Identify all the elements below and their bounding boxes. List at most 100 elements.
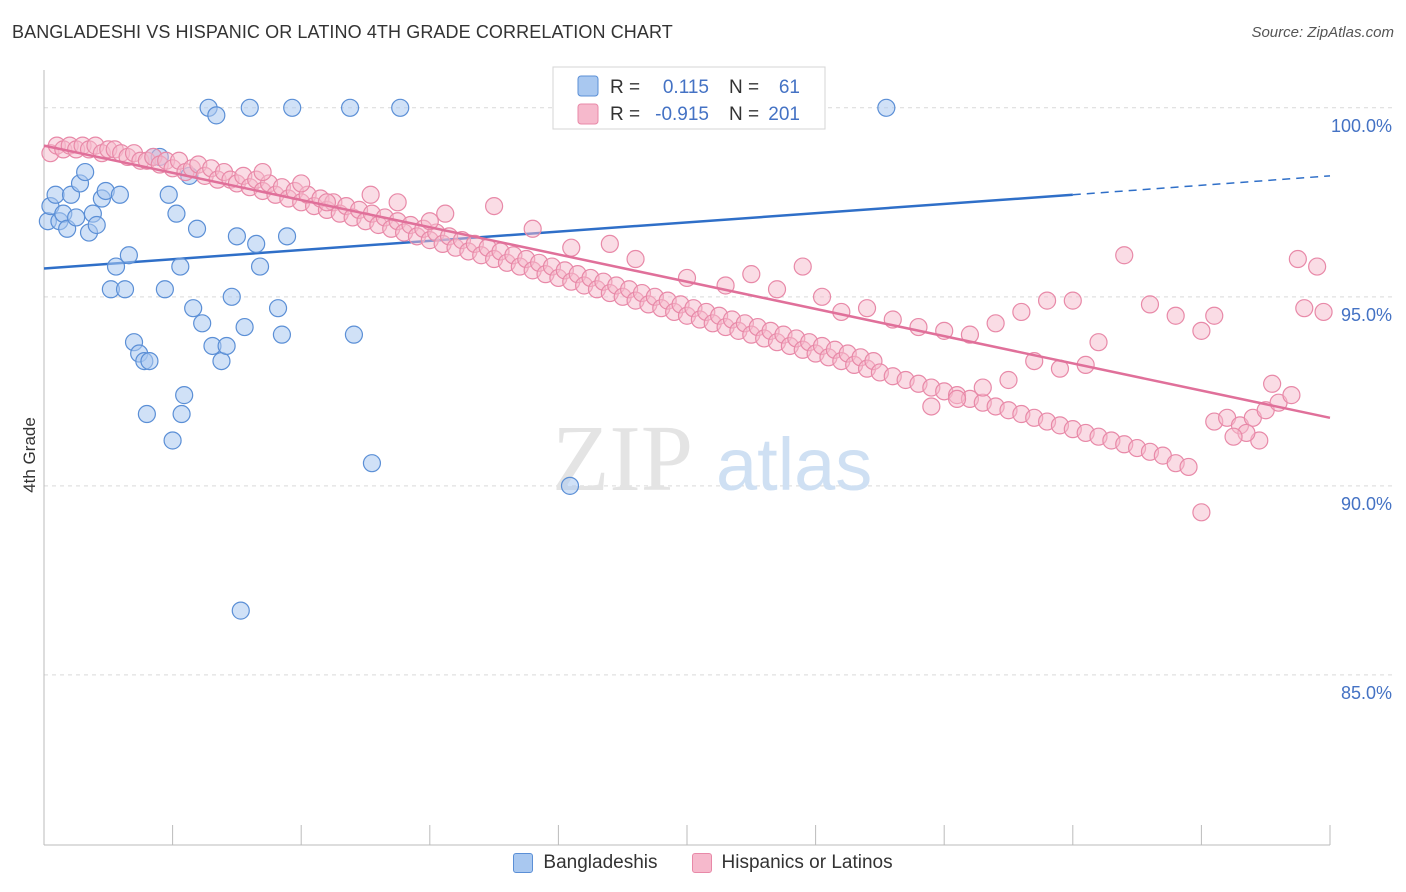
point-bangladeshi xyxy=(277,227,297,246)
point-hispanic xyxy=(1314,302,1333,322)
legend-swatch-hispanics xyxy=(691,853,712,873)
legend-item-bangladeshis: Bangladeshis xyxy=(513,852,658,874)
point-bangladeshi xyxy=(212,351,231,371)
point-bangladeshi xyxy=(362,454,382,473)
point-bangladeshi xyxy=(231,601,250,620)
point-hispanic xyxy=(922,397,941,416)
legend-n-label-1: N = xyxy=(729,77,759,98)
y-tick-labels: 85.0% 90.0% 95.0% 100.0% xyxy=(1331,116,1392,703)
point-bangladeshi xyxy=(115,280,135,299)
y-tick-label: 90.0% xyxy=(1341,494,1392,514)
trend-solid-pink xyxy=(43,144,1331,420)
point-bangladeshi xyxy=(187,219,207,238)
point-hispanic xyxy=(253,162,272,182)
point-hispanic xyxy=(1263,374,1282,393)
point-bangladeshi xyxy=(172,404,191,424)
point-bangladeshi xyxy=(119,246,138,265)
point-hispanic xyxy=(292,174,311,193)
legend-r-value-1: 0.115 xyxy=(663,77,709,98)
point-bangladeshi xyxy=(340,98,360,117)
point-bangladeshi xyxy=(272,325,292,344)
points-bangladeshis xyxy=(38,98,896,620)
legend-label-bangladeshis: Bangladeshis xyxy=(543,852,658,873)
point-bangladeshi xyxy=(207,106,226,125)
point-bangladeshi xyxy=(110,185,129,204)
stats-legend: R = 0.115 N = 61 R = -0.915 N = 201 xyxy=(552,66,826,130)
point-hispanic xyxy=(1012,302,1031,322)
point-hispanic xyxy=(388,193,407,212)
chart-source: Source: ZipAtlas.com xyxy=(1251,24,1394,41)
trend-solid-blue xyxy=(43,193,1073,270)
legend-r-label-1: R = xyxy=(610,77,640,98)
point-hispanic xyxy=(1166,306,1185,325)
point-hispanic xyxy=(436,204,455,223)
legend-n-value-2: 201 xyxy=(768,104,800,125)
point-bangladeshi xyxy=(106,257,126,276)
point-bangladeshi xyxy=(240,98,259,117)
point-bangladeshi xyxy=(344,325,364,344)
point-bangladeshi xyxy=(235,317,254,337)
watermark-atlas: atlas xyxy=(716,423,872,506)
point-hispanic xyxy=(742,265,761,284)
watermark: ZIP atlas xyxy=(552,407,872,511)
point-hispanic xyxy=(562,238,581,257)
point-bangladeshi xyxy=(76,162,95,182)
trend-dashed-blue xyxy=(1072,175,1331,196)
point-bangladeshi xyxy=(227,227,246,246)
legend-r-value-2: -0.915 xyxy=(655,104,709,125)
point-bangladeshi xyxy=(67,208,86,227)
point-bangladeshi xyxy=(137,404,156,424)
point-hispanic xyxy=(973,378,992,397)
point-hispanic xyxy=(1192,503,1211,522)
point-hispanic xyxy=(523,219,542,238)
chart-title: BANGLADESHI VS HISPANIC OR LATINO 4TH GR… xyxy=(12,22,673,42)
y-axis-title: 4th Grade xyxy=(20,417,39,493)
point-hispanic xyxy=(986,314,1005,333)
y-tick-label: 95.0% xyxy=(1341,305,1392,325)
point-hispanic xyxy=(1282,386,1301,405)
points-hispanics xyxy=(41,136,1333,522)
legend-label-hispanics: Hispanics or Latinos xyxy=(721,852,893,873)
point-hispanic xyxy=(947,389,967,409)
point-hispanic xyxy=(999,370,1018,390)
point-bangladeshi xyxy=(391,98,410,117)
y-tick-label: 85.0% xyxy=(1341,683,1392,703)
point-hispanic xyxy=(485,196,504,216)
point-hispanic xyxy=(361,185,380,204)
legend-swatch-pink xyxy=(577,103,599,125)
point-hispanic xyxy=(793,257,812,276)
point-hispanic xyxy=(1224,427,1243,446)
point-bangladeshi xyxy=(171,257,190,276)
point-bangladeshi xyxy=(247,234,266,254)
point-hispanic xyxy=(600,234,619,254)
point-bangladeshi xyxy=(46,185,65,204)
point-hispanic xyxy=(1037,291,1057,310)
legend-swatch-bangladeshis xyxy=(513,853,534,873)
scatter-chart: ZIP atlas 85.0%90.0%95.0%100.0% 0.0%100.… xyxy=(20,66,1392,846)
point-bangladeshi xyxy=(184,299,203,318)
point-hispanic xyxy=(1179,457,1198,477)
legend-item-hispanics: Hispanics or Latinos xyxy=(691,852,893,874)
point-bangladeshi xyxy=(140,351,159,371)
point-bangladeshi xyxy=(155,280,174,299)
point-hispanic xyxy=(1288,249,1307,269)
point-bangladeshi xyxy=(193,314,212,333)
point-hispanic xyxy=(1192,321,1211,340)
point-hispanic xyxy=(960,325,980,344)
legend-n-label-2: N = xyxy=(729,104,759,125)
legend-n-value-1: 61 xyxy=(779,77,800,98)
point-hispanic xyxy=(626,249,645,269)
point-bangladeshi xyxy=(222,287,241,306)
point-hispanic xyxy=(1295,299,1314,318)
point-hispanic xyxy=(1205,306,1224,325)
point-hispanic xyxy=(857,299,877,318)
point-hispanic xyxy=(767,280,787,299)
point-bangladeshi xyxy=(167,204,186,223)
trend-line-hispanics xyxy=(43,144,1331,420)
point-bangladeshi xyxy=(283,98,302,117)
point-hispanic xyxy=(1089,333,1108,352)
point-bangladeshi xyxy=(217,336,236,356)
series-legend: Bangladeshis Hispanics or Latinos xyxy=(0,852,1406,874)
point-bangladeshi xyxy=(175,386,194,405)
point-bangladeshi xyxy=(159,185,178,204)
